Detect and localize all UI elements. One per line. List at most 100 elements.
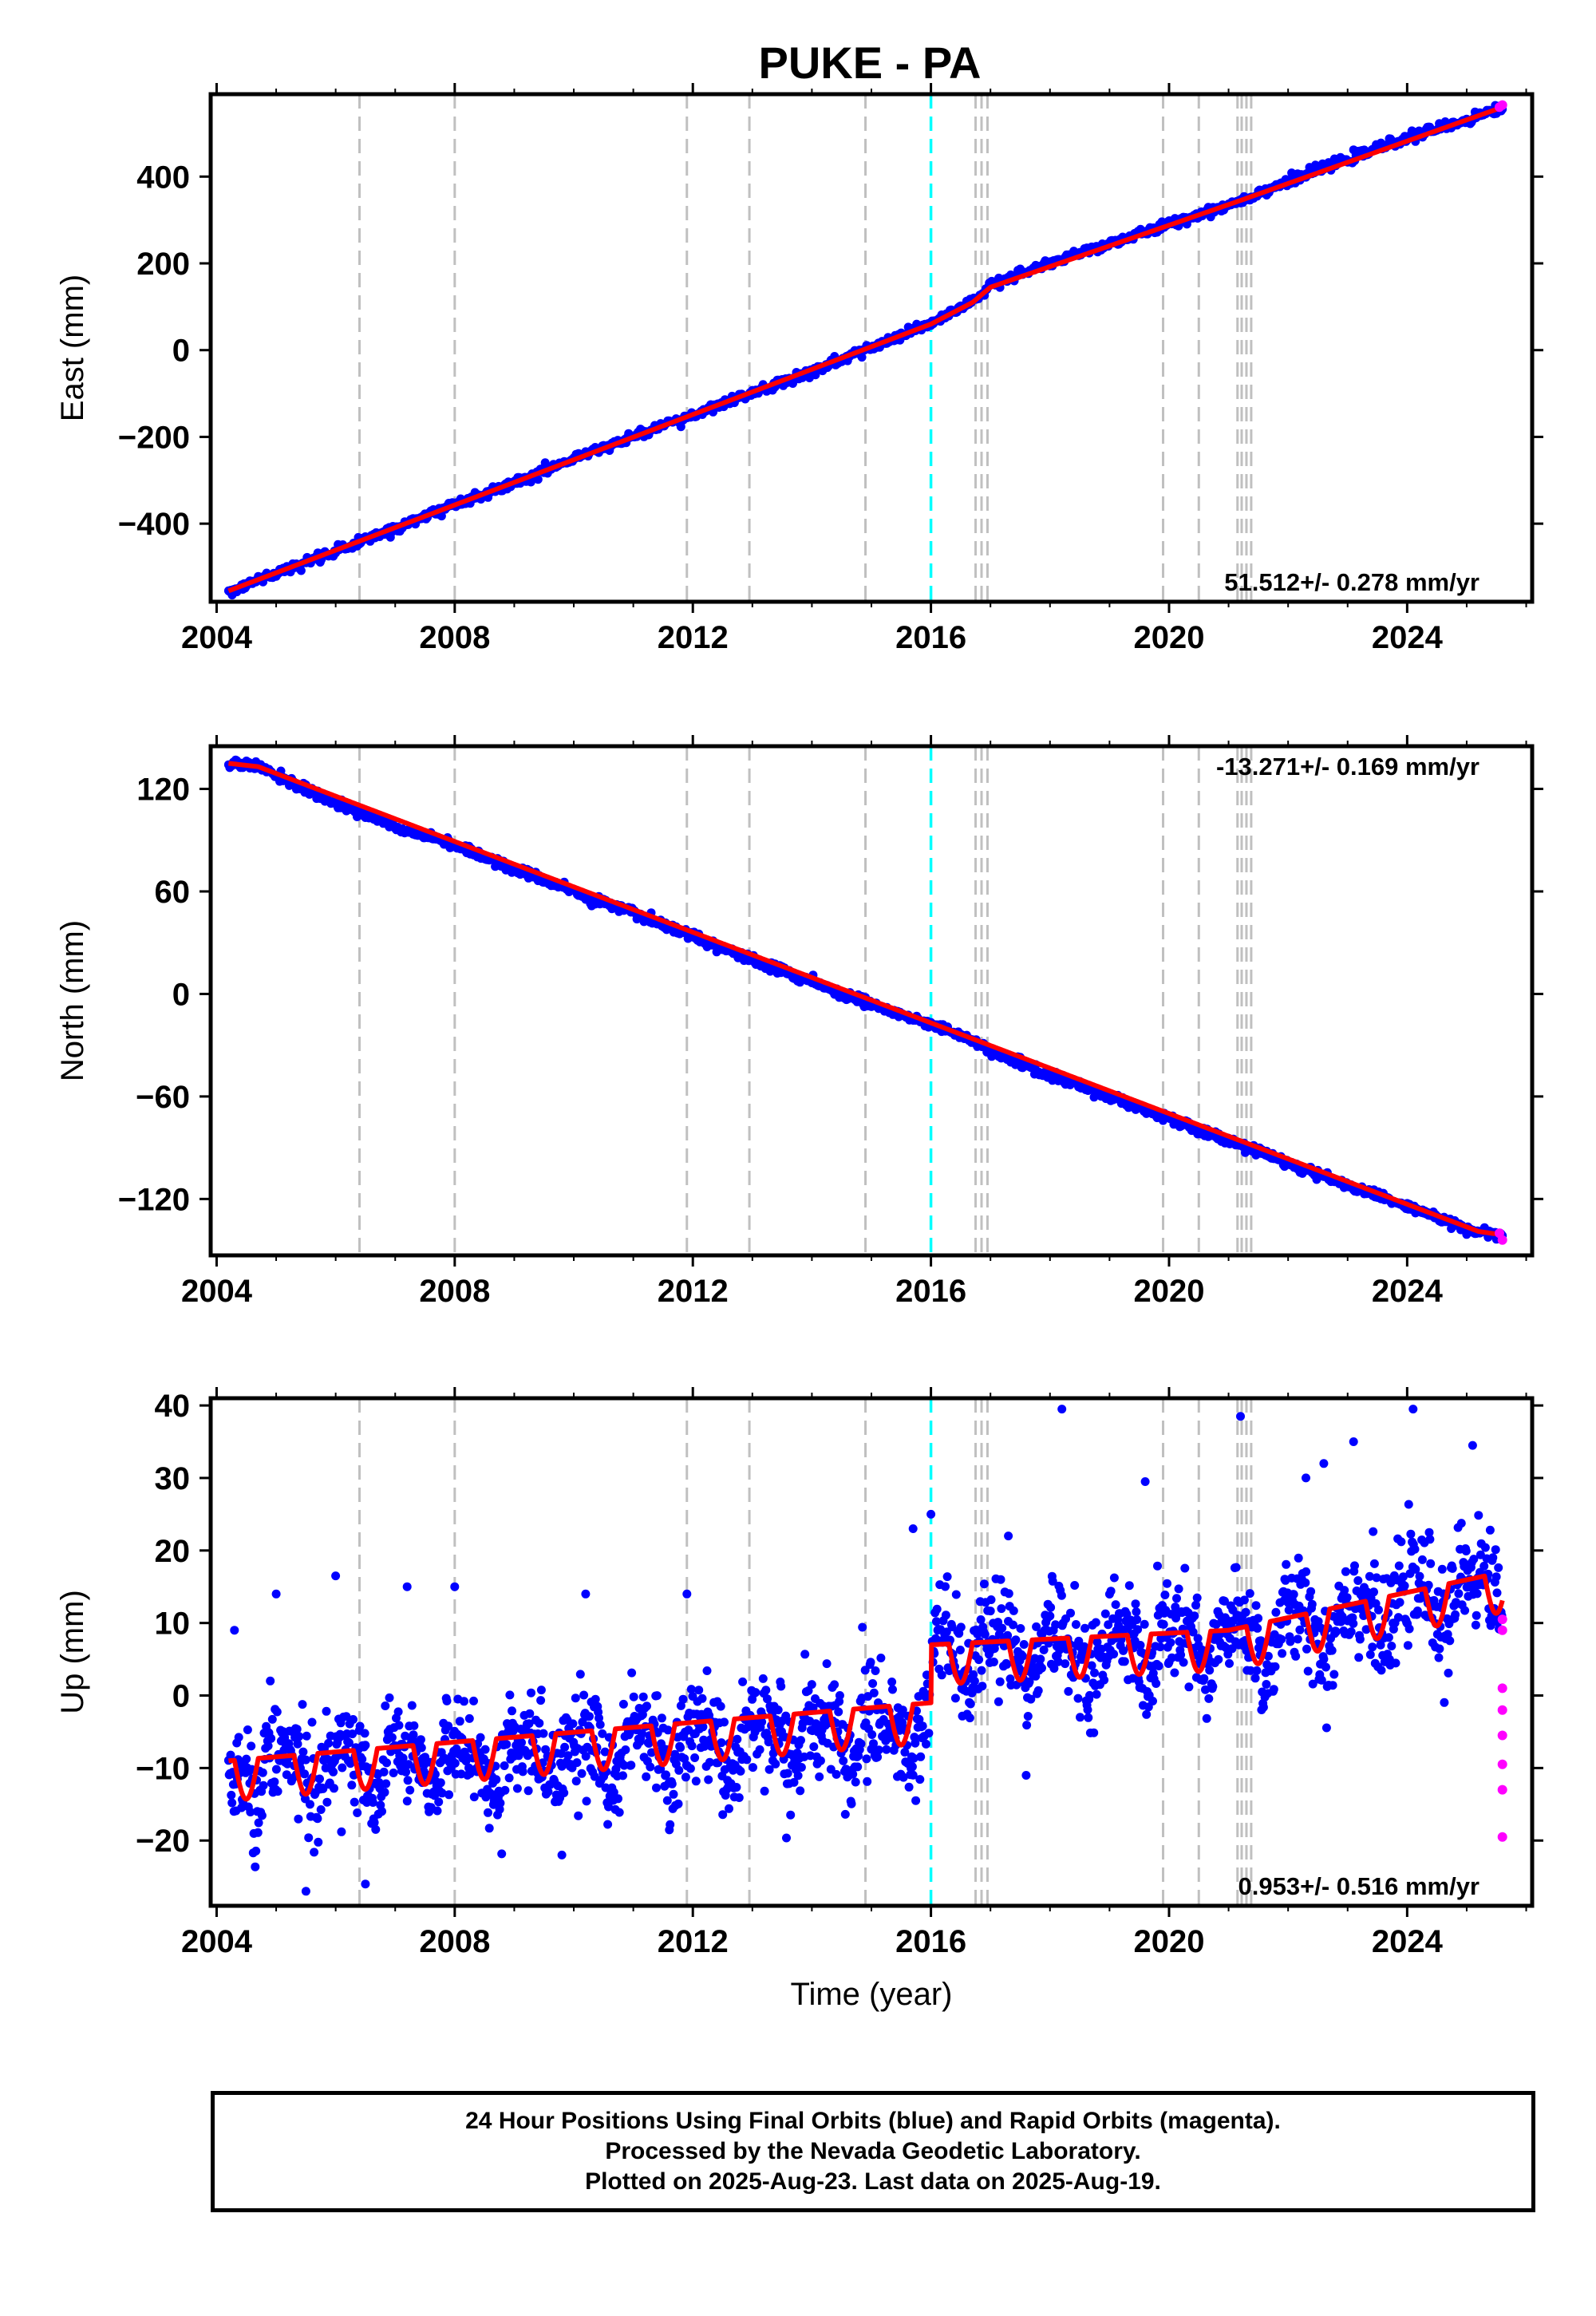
up-data-point <box>858 1622 867 1632</box>
up-data-point <box>598 1729 607 1738</box>
east-data-point <box>857 353 867 362</box>
up-data-point <box>1346 1627 1356 1637</box>
up-data-point <box>251 1846 261 1856</box>
up-data-point <box>497 1849 507 1859</box>
north-y-tick-label: 120 <box>136 773 190 808</box>
up-data-point <box>887 1678 897 1686</box>
up-data-point <box>1089 1728 1099 1737</box>
up-data-point <box>575 1670 585 1679</box>
up-data-point <box>369 1818 379 1828</box>
up-data-point <box>1084 1713 1093 1722</box>
up-data-point <box>642 1701 651 1711</box>
up-data-point <box>577 1769 587 1778</box>
up-data-point <box>1166 1638 1175 1647</box>
up-data-point <box>541 1745 551 1754</box>
up-data-point <box>1460 1606 1470 1615</box>
up-data-point <box>294 1814 303 1824</box>
up-data-point <box>1066 1608 1075 1618</box>
up-data-point <box>344 1738 354 1748</box>
up-data-point <box>571 1777 581 1786</box>
up-data-point <box>380 1788 389 1797</box>
up-data-point <box>595 1713 603 1723</box>
up-rapid-orbit-point <box>1497 1614 1507 1625</box>
up-data-point <box>300 1769 310 1779</box>
up-data-point <box>1451 1610 1460 1619</box>
up-data-point <box>1374 1605 1383 1614</box>
up-x-tick-label: 2012 <box>658 1924 729 1959</box>
up-data-point <box>1400 1581 1409 1591</box>
up-data-point <box>733 1734 742 1744</box>
up-data-point <box>1258 1702 1268 1712</box>
up-data-point <box>742 1755 752 1765</box>
up-data-point <box>1425 1535 1435 1544</box>
up-data-point <box>1479 1561 1489 1571</box>
up-data-point <box>1250 1674 1260 1683</box>
up-x-tick-label: 2024 <box>1372 1924 1444 1959</box>
up-data-point <box>704 1775 713 1784</box>
up-data-point <box>1192 1593 1202 1603</box>
up-data-point <box>1037 1663 1046 1673</box>
up-data-point <box>1076 1713 1084 1722</box>
east-data-point <box>437 512 446 521</box>
up-data-point <box>484 1824 494 1833</box>
up-data-point <box>1456 1519 1466 1528</box>
up-data-point <box>690 1753 700 1762</box>
up-data-point <box>996 1575 1005 1584</box>
up-data-point <box>1148 1697 1157 1705</box>
up-data-point <box>663 1725 673 1735</box>
up-data-point <box>1132 1607 1141 1617</box>
up-data-point <box>1302 1567 1311 1576</box>
up-data-point <box>314 1837 323 1847</box>
up-data-point <box>1369 1587 1378 1597</box>
up-data-point <box>1064 1686 1073 1696</box>
up-data-point <box>1253 1623 1262 1633</box>
up-data-point <box>915 1775 925 1784</box>
north-y-tick-label: 0 <box>172 977 190 1012</box>
up-rate-label: 0.953+/- 0.516 mm/yr <box>1238 1872 1479 1900</box>
up-data-point <box>782 1833 791 1843</box>
up-data-point <box>932 1604 942 1614</box>
up-data-point <box>360 1729 369 1738</box>
up-data-point <box>1011 1635 1021 1645</box>
up-data-point <box>691 1777 701 1786</box>
up-data-point <box>1159 1619 1168 1629</box>
up-data-point <box>1174 1584 1183 1594</box>
up-data-point <box>1444 1668 1453 1678</box>
up-data-point <box>227 1790 236 1800</box>
up-data-point <box>313 1814 322 1824</box>
up-data-point <box>464 1713 474 1723</box>
up-data-point <box>702 1666 712 1675</box>
up-data-point <box>1199 1674 1209 1683</box>
up-data-point <box>253 1828 263 1837</box>
up-data-point <box>1321 1723 1331 1733</box>
up-y-axis-label: Up (mm) <box>55 1590 90 1714</box>
up-data-point <box>1289 1590 1298 1599</box>
up-data-point <box>1023 1712 1033 1721</box>
up-data-point <box>1327 1646 1337 1655</box>
up-data-point <box>725 1804 733 1813</box>
up-data-point <box>1494 1563 1503 1572</box>
up-data-point <box>355 1721 365 1731</box>
up-data-point <box>527 1688 535 1697</box>
up-data-point <box>646 1762 655 1772</box>
up-data-point <box>966 1699 975 1709</box>
up-data-point <box>676 1743 685 1753</box>
up-data-point <box>1319 1654 1329 1664</box>
up-data-point <box>869 1688 879 1697</box>
up-data-point <box>793 1771 803 1780</box>
up-data-point <box>324 1738 334 1748</box>
up-data-point <box>572 1758 582 1768</box>
up-data-point <box>627 1668 637 1678</box>
north-model-line <box>227 761 1504 1238</box>
up-data-point <box>1106 1587 1116 1596</box>
up-outlier-point <box>271 1589 281 1599</box>
up-data-point <box>1282 1559 1291 1569</box>
up-data-point <box>832 1769 841 1779</box>
up-data-point <box>322 1706 331 1716</box>
up-data-point <box>1231 1563 1241 1572</box>
up-data-point <box>1170 1668 1179 1678</box>
up-data-point <box>642 1772 651 1781</box>
up-data-point <box>994 1697 1003 1706</box>
up-data-point <box>1365 1650 1375 1659</box>
up-data-point <box>1009 1606 1018 1615</box>
